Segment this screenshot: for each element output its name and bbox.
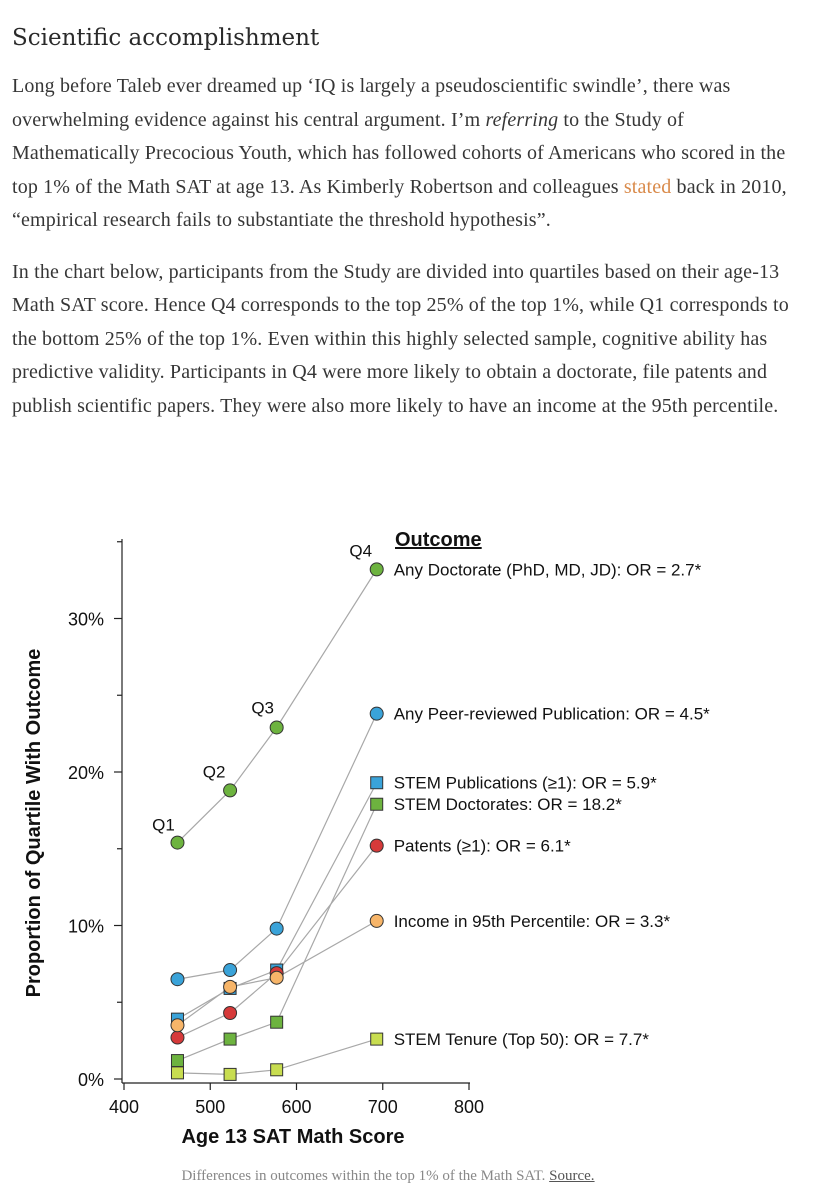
series-label: STEM Publications (≥1): OR = 5.9* bbox=[394, 774, 657, 793]
quartile-label: Q1 bbox=[152, 816, 175, 835]
series-label: STEM Tenure (Top 50): OR = 7.7* bbox=[394, 1030, 650, 1049]
article: Scientific accomplishment Long before Ta… bbox=[12, 20, 802, 441]
series-line bbox=[177, 1038, 377, 1075]
data-point bbox=[269, 970, 284, 985]
series-markers bbox=[170, 562, 384, 1081]
series-line bbox=[177, 569, 378, 844]
data-point bbox=[370, 797, 384, 811]
caption-text: Differences in outcomes within the top 1… bbox=[181, 1168, 550, 1184]
quartile-label: Q3 bbox=[251, 698, 274, 717]
series-label: Income in 95th Percentile: OR = 3.3* bbox=[394, 912, 671, 931]
series-lines bbox=[177, 569, 378, 1075]
x-tick-label: 700 bbox=[368, 1097, 398, 1117]
data-point bbox=[270, 1063, 284, 1077]
x-tick-label: 600 bbox=[281, 1097, 311, 1117]
paragraph-1-text-a: Long before Taleb ever dreamed up ‘IQ is… bbox=[12, 75, 731, 131]
legend-title: Outcome bbox=[395, 529, 482, 551]
paragraph-1: Long before Taleb ever dreamed up ‘IQ is… bbox=[12, 70, 802, 238]
data-point bbox=[369, 562, 384, 577]
chart-caption: Differences in outcomes within the top 1… bbox=[0, 1168, 776, 1185]
data-point bbox=[170, 835, 185, 850]
chart-labels: Outcome Age 13 SAT Math Score Proportion… bbox=[23, 529, 710, 1148]
outcomes-chart: Outcome Age 13 SAT Math Score Proportion… bbox=[23, 529, 710, 1148]
data-point bbox=[170, 1030, 185, 1045]
data-point bbox=[223, 783, 238, 798]
y-tick-label: 10% bbox=[68, 917, 104, 937]
x-tick-label: 500 bbox=[195, 1097, 225, 1117]
data-point bbox=[223, 1032, 237, 1046]
data-point bbox=[170, 972, 185, 987]
y-axis-label: Proportion of Quartile With Outcome bbox=[23, 649, 45, 998]
source-link[interactable]: Source. bbox=[549, 1168, 595, 1184]
series-label: STEM Doctorates: OR = 18.2* bbox=[394, 795, 623, 814]
x-tick-label: 800 bbox=[454, 1097, 484, 1117]
series-line bbox=[177, 803, 378, 1062]
paragraph-1-emphasis: referring bbox=[485, 108, 559, 131]
data-point bbox=[170, 1054, 184, 1068]
series-line bbox=[177, 713, 378, 980]
y-tick-label: 0% bbox=[78, 1070, 104, 1090]
data-point bbox=[170, 1066, 184, 1080]
data-point bbox=[369, 913, 384, 928]
stated-link[interactable]: stated bbox=[623, 175, 672, 198]
data-point bbox=[223, 963, 238, 978]
paragraph-1-text-b: to the Study of Mathematically Precociou… bbox=[12, 108, 786, 198]
x-tick-label: 400 bbox=[109, 1097, 139, 1117]
data-point bbox=[369, 838, 384, 853]
paragraph-2: In the chart below, participants from th… bbox=[12, 260, 789, 417]
quartile-label: Q4 bbox=[349, 541, 372, 560]
x-axis-label: Age 13 SAT Math Score bbox=[181, 1126, 404, 1148]
data-point bbox=[223, 1067, 237, 1081]
section-heading: Scientific accomplishment bbox=[12, 25, 320, 51]
paragraph-1-text-c: back in 2010, “empirical research fails … bbox=[12, 175, 787, 232]
series-label: Patents (≥1): OR = 6.1* bbox=[394, 837, 571, 856]
data-point bbox=[270, 1015, 284, 1029]
data-point bbox=[269, 720, 284, 735]
chart-axes bbox=[114, 539, 470, 1090]
series-label: Any Doctorate (PhD, MD, JD): OR = 2.7* bbox=[394, 560, 702, 579]
data-point bbox=[370, 1032, 384, 1046]
series-line bbox=[177, 845, 378, 1039]
y-tick-label: 20% bbox=[68, 763, 104, 783]
series-line bbox=[177, 920, 378, 1026]
data-point bbox=[223, 1005, 238, 1020]
data-point bbox=[269, 921, 284, 936]
y-tick-label: 30% bbox=[68, 610, 104, 630]
data-point bbox=[369, 706, 384, 721]
data-point bbox=[170, 1018, 185, 1033]
data-point bbox=[370, 776, 384, 790]
series-label: Any Peer-reviewed Publication: OR = 4.5* bbox=[394, 705, 710, 724]
quartile-label: Q2 bbox=[203, 762, 226, 781]
series-line bbox=[177, 782, 378, 1020]
data-point bbox=[223, 979, 238, 994]
